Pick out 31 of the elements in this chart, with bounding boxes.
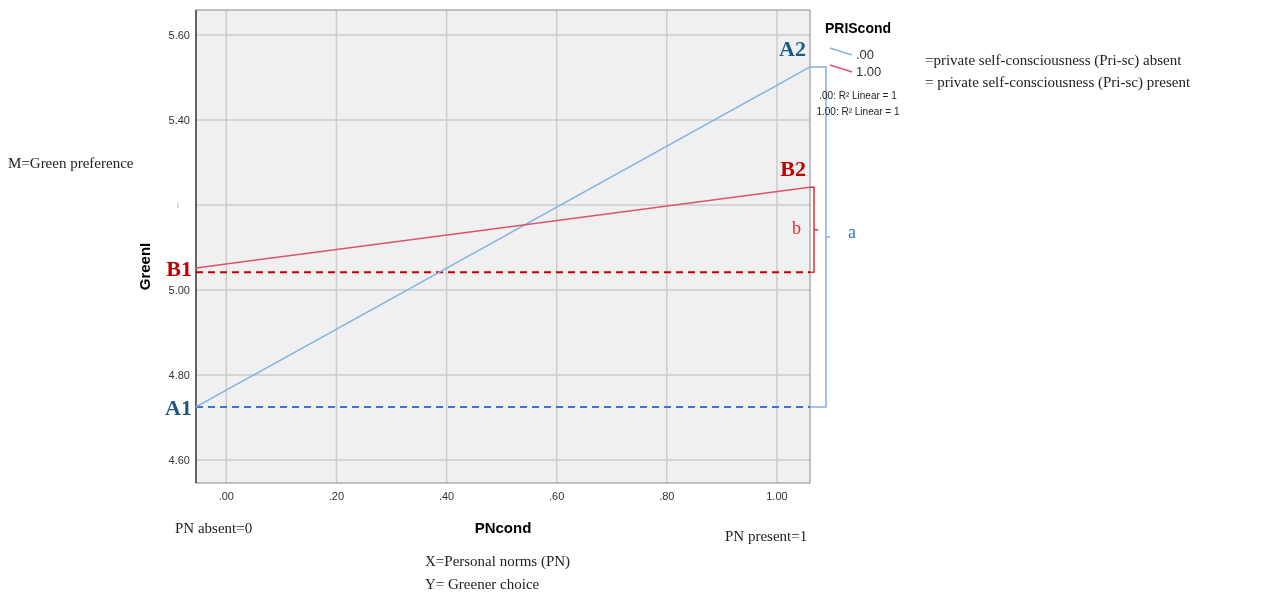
x-tick-label: .80 [659,490,675,502]
text: PN absent=0 [175,520,253,536]
legend-label: .00 [856,47,875,62]
legend-label: 1.00 [856,64,882,79]
x-tick-label: 1.00 [766,490,788,502]
text: X=Personal norms (PN) [425,553,571,570]
x-tick-label: .60 [549,490,565,502]
text: Y= Greener choice [425,576,540,592]
y-tick-label: 5.40 [168,113,190,126]
y-tick-label: 4.80 [168,368,190,381]
legend-title: PRIScond [824,20,892,36]
text: 1.00: R² Linear = 1 [816,106,900,117]
y-axis-title: GreenI [136,242,153,291]
text: PN present=1 [725,528,808,544]
text: =private self-consciousness (Pri-sc) absent [925,52,1183,69]
text: A1 [165,394,192,420]
y-tick-label: 4.60 [168,453,190,466]
text: .00: R² Linear = 1 [819,90,898,101]
text: M=Green preference [8,155,134,171]
y-tick-label: 5.60 [168,28,190,41]
annotation: A2 [779,35,806,61]
x-tick-label: .00 [218,490,234,502]
y-tick-label: 5.00 [168,283,190,296]
x-axis-title: PNcond [474,519,532,536]
annotation: b [792,218,801,238]
text: B1 [166,255,192,281]
text: a [848,222,856,242]
x-tick-label: .20 [328,490,345,502]
x-tick-label: .40 [438,490,455,502]
text: = private self-consciousness (Pri-sc) present [925,74,1191,91]
annotation: B2 [780,156,806,182]
